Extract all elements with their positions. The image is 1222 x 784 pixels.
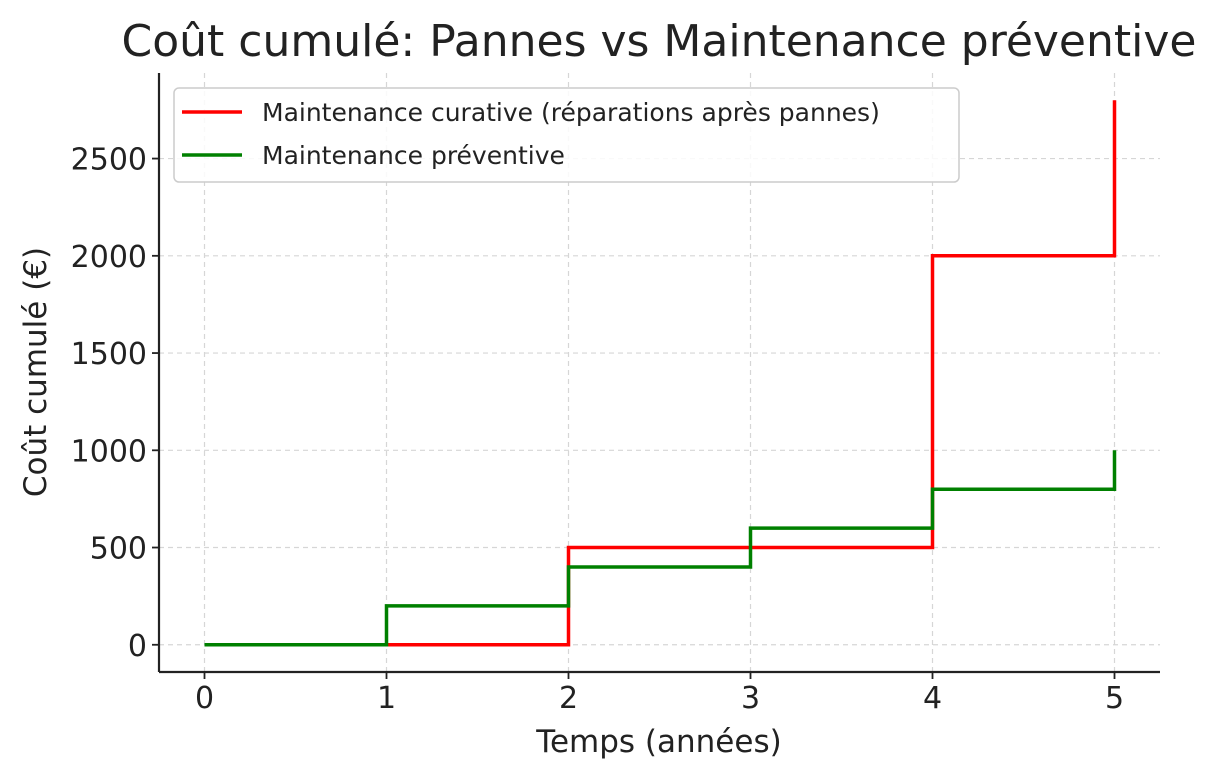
- y-tick-label: 0: [128, 629, 147, 664]
- legend-label: Maintenance préventive: [262, 141, 565, 170]
- legend-box: [173, 87, 960, 183]
- y-tick-label: 2000: [71, 240, 147, 275]
- legend: Maintenance curative (réparations après …: [173, 87, 960, 183]
- y-axis-label: Coût cumulé (€): [18, 247, 54, 497]
- x-tick-label: 4: [923, 681, 942, 716]
- y-tick-label: 1000: [71, 434, 147, 469]
- y-tick-label: 1500: [71, 337, 147, 372]
- series-lines: [204, 100, 1117, 647]
- x-tick-label: 0: [195, 681, 214, 716]
- legend-label: Maintenance curative (réparations après …: [262, 98, 880, 127]
- x-tick-label: 3: [741, 681, 760, 716]
- x-axis-label: Temps (années): [535, 724, 781, 760]
- axes: [157, 73, 1160, 674]
- x-tick-label: 5: [1105, 681, 1124, 716]
- series-line-2: [204, 450, 1117, 647]
- ticks: 0 1 2 3 4 5 0 500 1000 1500 2000 2500: [71, 143, 1124, 716]
- y-tick-label: 500: [90, 532, 147, 567]
- x-tick-label: 1: [377, 681, 396, 716]
- x-tick-label: 2: [559, 681, 578, 716]
- y-tick-label: 2500: [71, 143, 147, 178]
- chart-title: Coût cumulé: Pannes vs Maintenance préve…: [122, 16, 1197, 67]
